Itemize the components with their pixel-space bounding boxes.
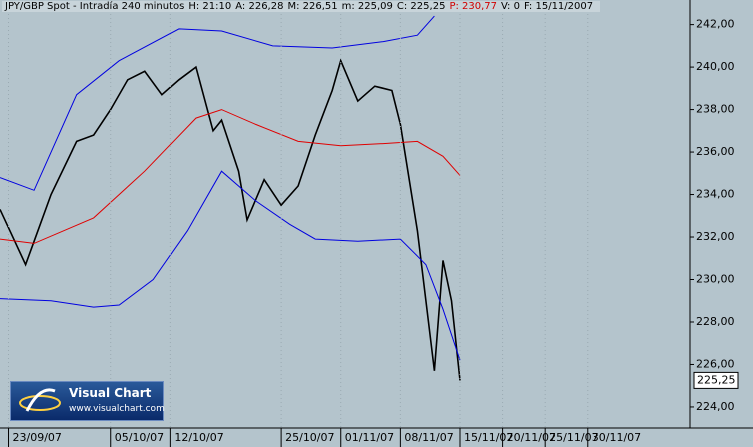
field: M: 226,51 — [287, 1, 338, 12]
y-tick-label: 234,00 — [696, 188, 735, 201]
x-tick-label: 25/11/07 — [549, 431, 598, 444]
x-tick-label: 25/10/07 — [285, 431, 334, 444]
x-tick-label: 20/11/07 — [507, 431, 556, 444]
y-tick-label: 236,00 — [696, 145, 735, 158]
last-price-box — [693, 371, 739, 389]
series-line — [0, 58, 461, 381]
x-tick-label: 15/11/07 — [464, 431, 513, 444]
field: C: 225,25 — [396, 1, 446, 12]
field: A: 226,28 — [235, 1, 284, 12]
y-tick-label: 238,00 — [696, 103, 735, 116]
y-tick-label: 230,00 — [696, 273, 735, 286]
logo: Visual Chart www.visualchart.com — [10, 381, 165, 421]
x-tick-label: 08/11/07 — [404, 431, 453, 444]
series-line — [0, 170, 461, 361]
x-tick-label: 30/11/07 — [592, 431, 641, 444]
field: H: 21:10 — [188, 1, 232, 12]
series-line — [0, 15, 435, 191]
field: V: 0 — [501, 1, 520, 12]
y-tick-label: 228,00 — [696, 315, 735, 328]
last-price-label: 225,25 — [697, 373, 736, 386]
header: JPY/GBP Spot - Intradía 240 minutos H: 21… — [2, 1, 601, 12]
logo-url: www.visualchart.com — [69, 404, 165, 414]
logo-title: Visual Chart — [69, 386, 152, 400]
field: F: 15/11/2007 — [523, 1, 594, 12]
logo-icon — [19, 388, 61, 412]
x-tick-label: 12/10/07 — [174, 431, 223, 444]
y-tick-label: 232,00 — [696, 230, 735, 243]
plot — [0, 15, 461, 381]
y-tick-label: 242,00 — [696, 18, 735, 31]
plot-bg — [0, 0, 690, 428]
y-tick-label: 226,00 — [696, 357, 735, 370]
symbol: JPY/GBP Spot - Intradía 240 minutos — [5, 1, 185, 12]
y-tick-label: 224,00 — [696, 400, 735, 413]
y-tick-label: 240,00 — [696, 60, 735, 73]
series-line — [0, 109, 461, 244]
field: P: 230,77 — [449, 1, 498, 12]
x-tick-label: 01/11/07 — [345, 431, 394, 444]
x-tick-label: 05/10/07 — [115, 431, 164, 444]
x-tick-label: 23/09/07 — [13, 431, 62, 444]
field: m: 225,09 — [341, 1, 393, 12]
